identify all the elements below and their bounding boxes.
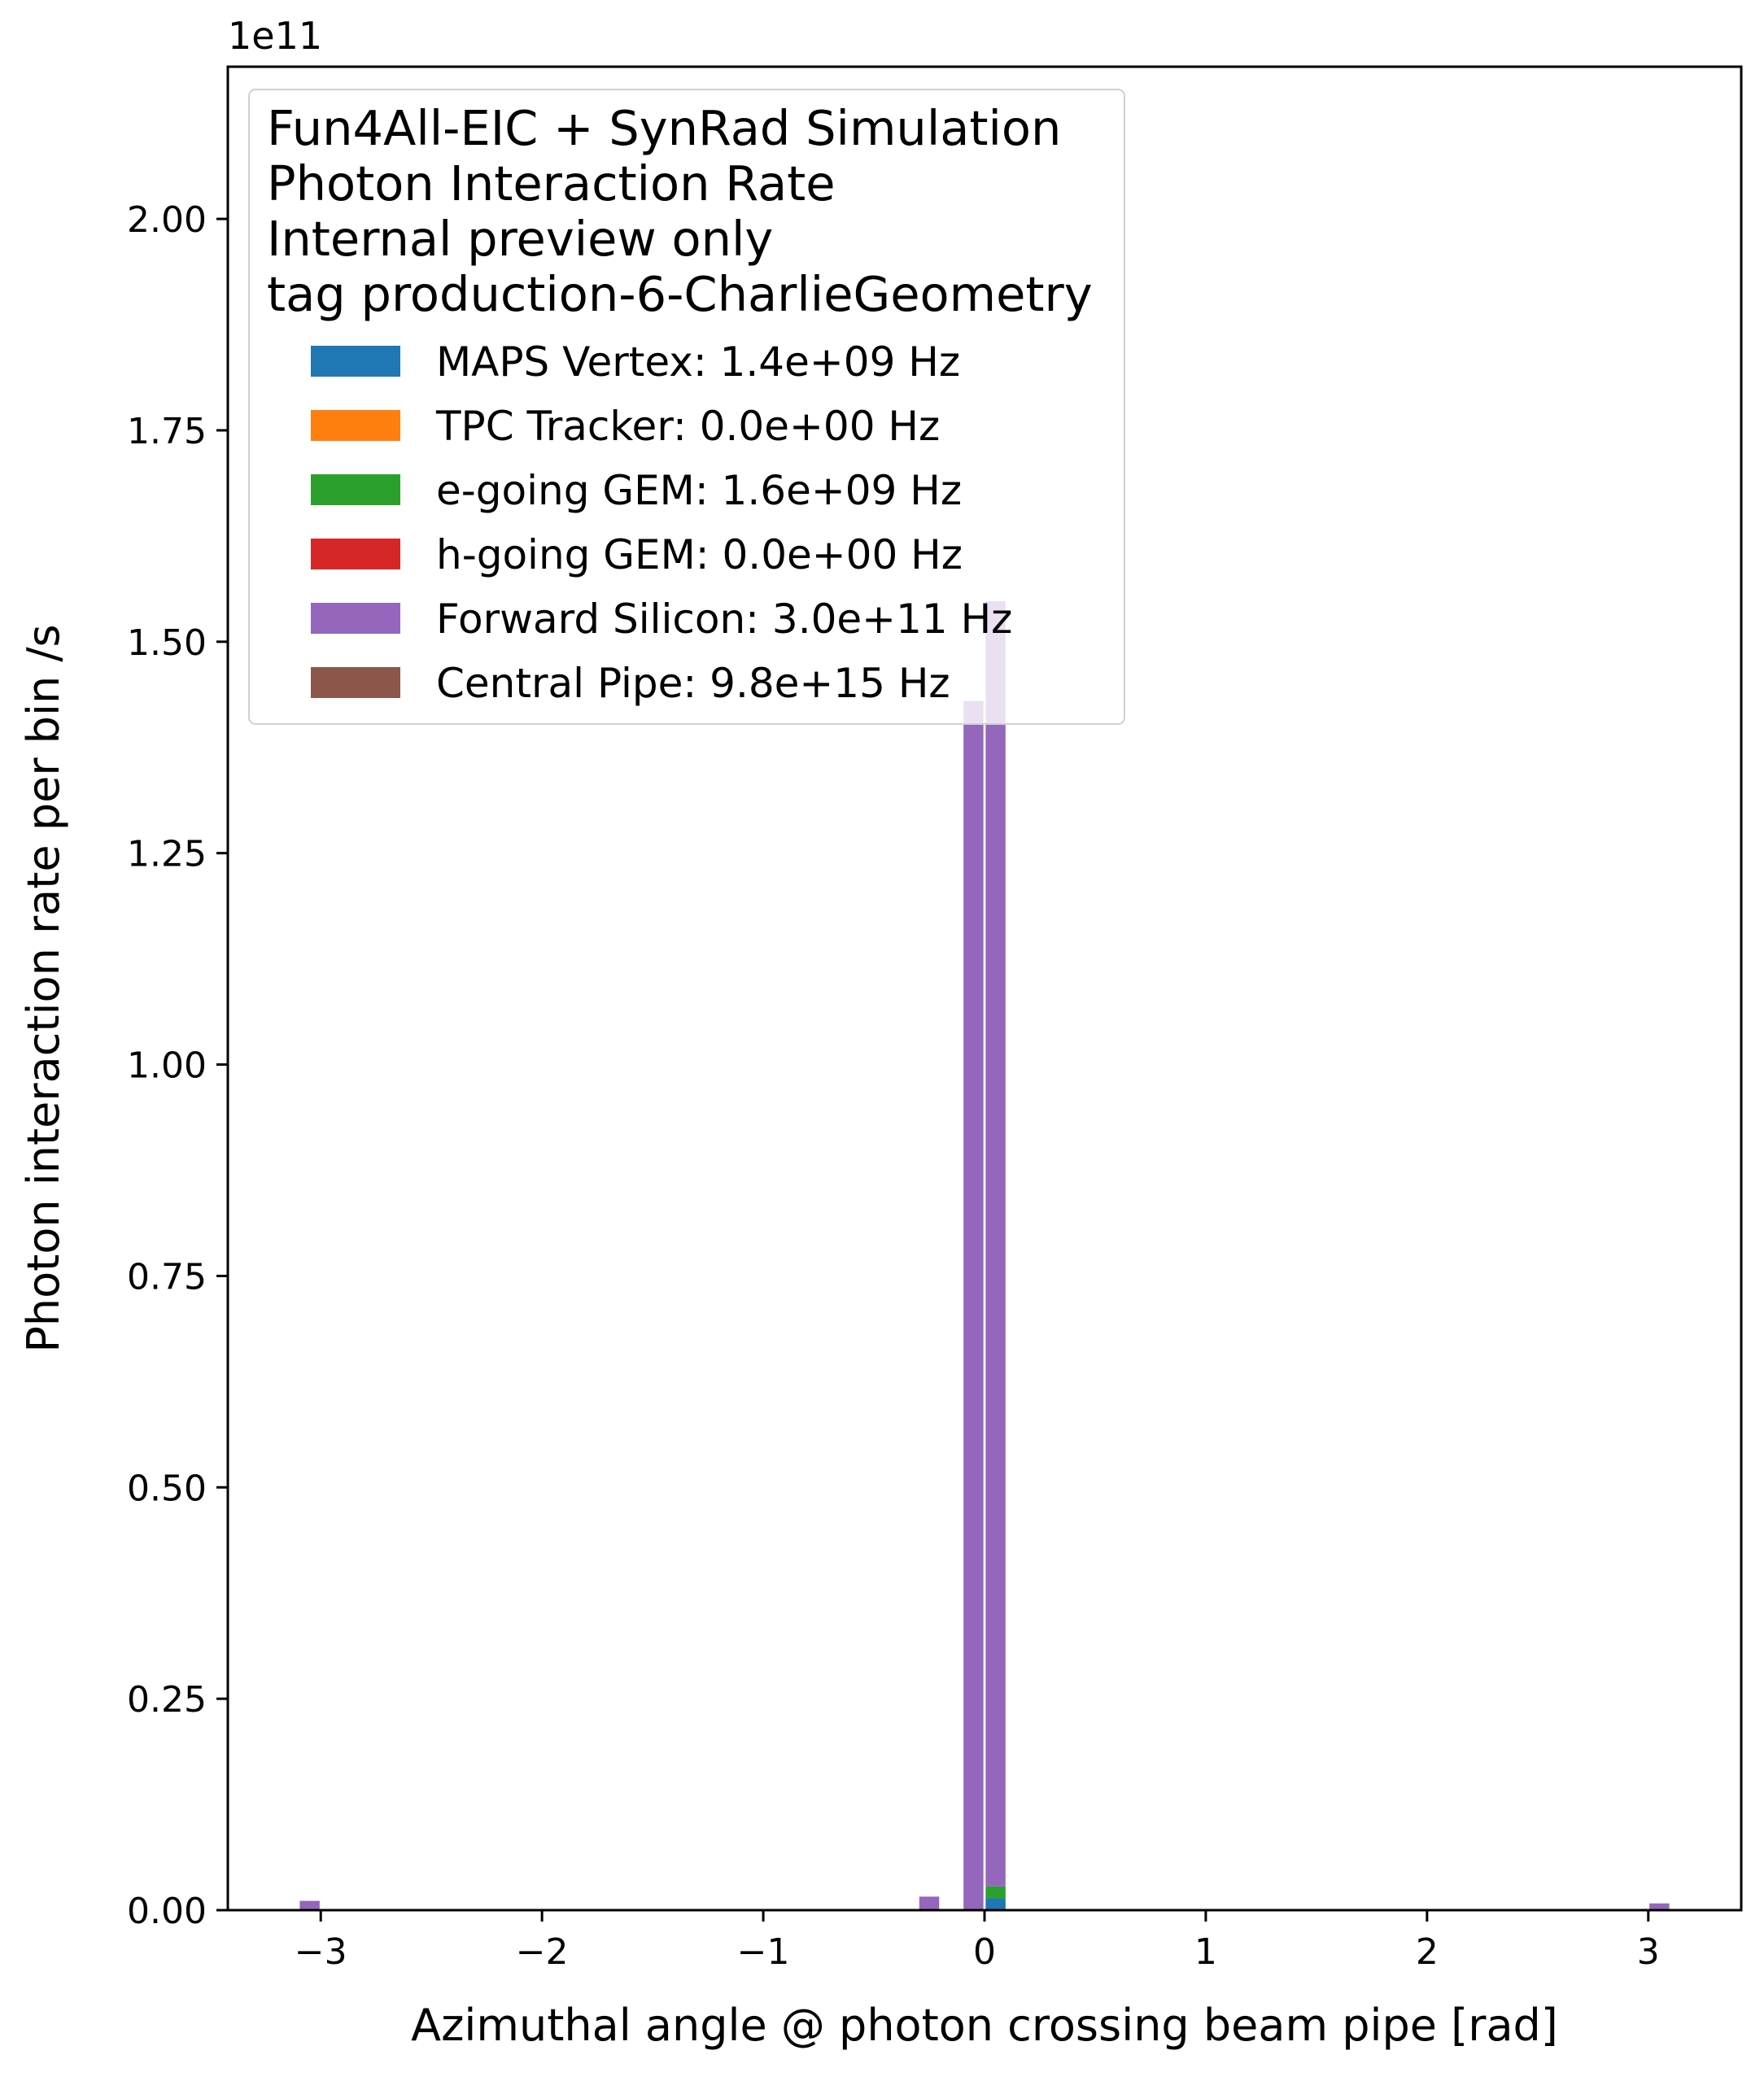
y-tick-label-7: 1.75 [127,411,207,452]
x-tick-label-1: −2 [516,1931,569,1973]
bar-2-3 [985,1886,1006,1899]
y-tick-label-6: 1.50 [127,622,207,664]
bars-layer [299,600,1670,1910]
x-tick-label-0: −3 [295,1931,347,1973]
legend-label-2: e-going GEM: 1.6e+09 Hz [436,467,962,514]
legend-title-line-3: tag production-6-CharlieGeometry [267,266,1093,322]
bar-4-1 [919,1896,940,1910]
bar-4-4 [1649,1903,1670,1910]
legend-swatch-4 [311,603,400,634]
y-tick-label-5: 1.25 [127,834,207,875]
y-axis-ticks: 0.00 0.25 0.50 0.75 1.00 1.25 1.50 1.75 2.00 [127,199,228,1932]
y-tick-label-2: 0.50 [127,1468,207,1509]
legend-swatch-0 [311,346,400,377]
legend-label-1: TPC Tracker: 0.0e+00 Hz [435,403,940,450]
y-axis-label: Photon interaction rate per bin /s [18,624,69,1352]
legend-title-line-2: Internal preview only [267,211,773,267]
y-tick-label-0: 0.00 [127,1891,207,1932]
x-axis-ticks: −3 −2 −1 0 1 2 3 [295,1910,1660,1973]
y-tick-label-3: 0.75 [127,1256,207,1298]
x-axis-label: Azimuthal angle @ photon crossing beam p… [411,2000,1558,2051]
x-tick-label-6: 3 [1637,1931,1660,1973]
legend-box [248,89,1125,725]
x-tick-label-3: 0 [973,1931,996,1973]
legend-label-3: h-going GEM: 0.0e+00 Hz [436,531,963,578]
bar-4-2 [963,700,984,1910]
x-tick-label-2: −1 [737,1931,790,1973]
legend-title-line-1: Photon Interaction Rate [267,155,836,212]
y-tick-label-4: 1.00 [127,1045,207,1087]
y-tick-label-1: 0.25 [127,1679,207,1721]
legend-title-line-0: Fun4All-EIC + SynRad Simulation [267,100,1061,156]
legend-swatch-1 [311,410,400,441]
y-tick-label-8: 2.00 [127,199,207,241]
x-tick-label-5: 2 [1416,1931,1439,1973]
legend-swatch-3 [311,539,400,569]
bar-4-3 [985,600,1006,1887]
bar-0-3 [985,1898,1006,1910]
legend-swatch-5 [311,667,400,698]
legend-label-4: Forward Silicon: 3.0e+11 Hz [436,596,1012,643]
x-tick-label-4: 1 [1194,1931,1217,1973]
legend-label-0: MAPS Vertex: 1.4e+09 Hz [436,338,960,386]
bar-4-0 [299,1900,320,1910]
y-offset-label: 1e11 [228,14,322,58]
legend-label-5: Central Pipe: 9.8e+15 Hz [436,660,950,707]
legend-swatch-2 [311,474,400,505]
